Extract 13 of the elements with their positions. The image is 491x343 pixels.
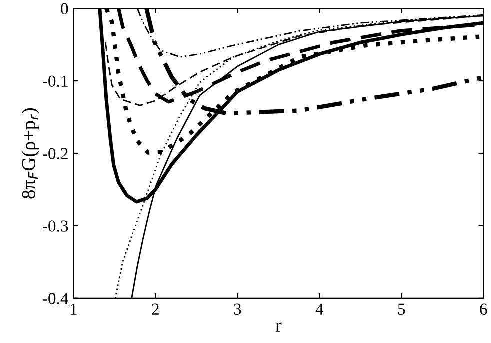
x-tick-label: 3 bbox=[234, 304, 242, 315]
x-tick-label: 1 bbox=[70, 304, 77, 315]
y-tick-label: 0 bbox=[61, 3, 68, 15]
y-tick-label: -0.3 bbox=[43, 220, 68, 232]
y-tick-label: -0.4 bbox=[43, 293, 69, 304]
x-tick-label: 6 bbox=[480, 304, 488, 315]
x-tick-label: 5 bbox=[398, 304, 406, 315]
y-tick-label: -0.1 bbox=[43, 76, 68, 88]
x-axis-title: r bbox=[276, 322, 282, 332]
y-axis-title: 8π$_{F}$G(ρ+p$_{r}$) bbox=[22, 108, 40, 199]
y-tick-label: -0.2 bbox=[43, 148, 68, 160]
x-tick-label: 4 bbox=[316, 304, 324, 315]
x-tick-label: 2 bbox=[152, 304, 159, 315]
